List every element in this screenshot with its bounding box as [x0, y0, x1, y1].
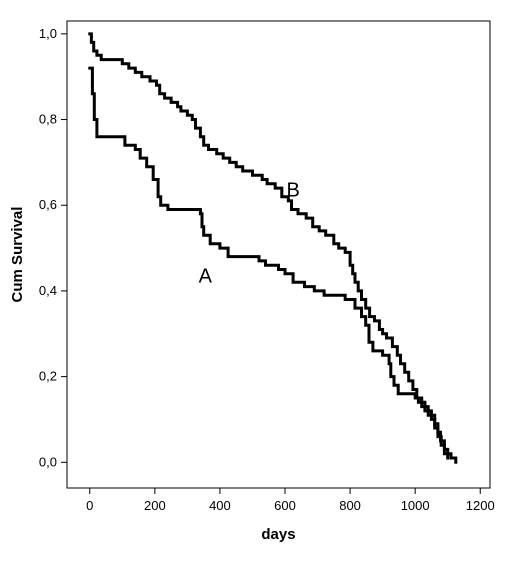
y-axis-title: Cum Survival	[9, 207, 26, 303]
x-axis-title: days	[261, 526, 295, 543]
y-tick-label: 0,6	[39, 197, 57, 212]
x-tick-label: 0	[86, 498, 93, 513]
y-tick-label: 0,0	[39, 454, 57, 469]
x-tick-label: 400	[209, 498, 231, 513]
plot-frame	[66, 20, 491, 489]
y-axis: 0,0 0,2 0,4 0,6 0,8 1,0	[39, 26, 67, 469]
x-tick-label: 800	[339, 498, 361, 513]
y-tick-label: 0,8	[39, 112, 57, 127]
series-label-a: A	[199, 265, 213, 287]
y-tick-label: 0,2	[39, 369, 57, 384]
x-tick-label: 1000	[401, 498, 430, 513]
series-label-b: B	[286, 180, 299, 202]
series-line-a	[88, 66, 450, 460]
y-tick-label: 0,4	[39, 283, 57, 298]
x-tick-label: 200	[144, 498, 166, 513]
x-tick-label: 1200	[466, 498, 495, 513]
y-tick-label: 1,0	[39, 26, 57, 41]
series-layer	[88, 32, 458, 464]
x-axis: 0 200 400 600 800 1000 1200	[86, 488, 495, 513]
series-line-b	[88, 32, 458, 464]
x-tick-label: 600	[274, 498, 296, 513]
annotation-layer: AB	[199, 180, 300, 288]
